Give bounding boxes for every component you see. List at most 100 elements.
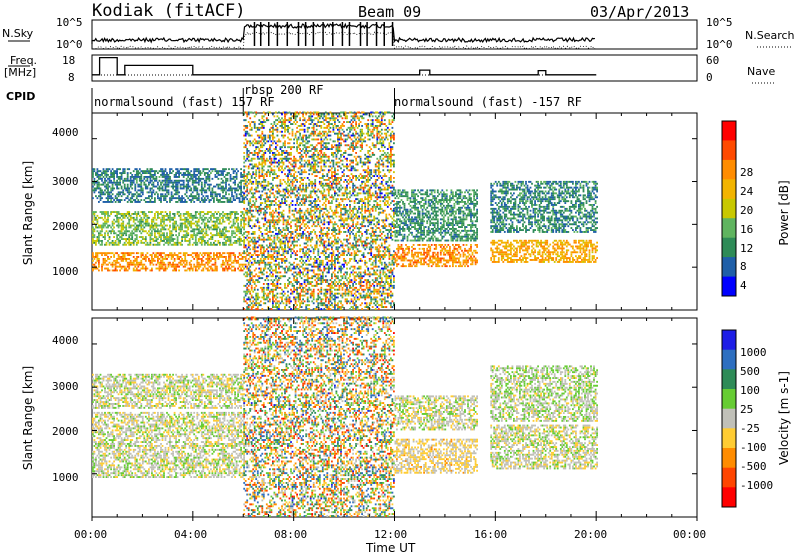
power-cell [124, 254, 126, 256]
power-cell [257, 156, 259, 158]
power-cell [219, 219, 221, 221]
power-cell [224, 252, 226, 254]
power-cell [100, 170, 102, 172]
power-cell [264, 279, 266, 281]
power-cell [260, 270, 262, 272]
power-cell [98, 178, 100, 180]
power-cell [209, 258, 211, 260]
power-cell [263, 254, 265, 256]
power-cell [187, 197, 189, 199]
power-cell [95, 195, 97, 197]
power-cell [181, 225, 183, 227]
power-cell [302, 156, 304, 158]
power-cell [307, 252, 309, 254]
power-cell [245, 196, 247, 198]
power-cell [277, 115, 279, 117]
power-cell [234, 232, 236, 234]
power-cell [212, 195, 214, 197]
power-cell [278, 117, 280, 119]
power-cell [314, 279, 316, 281]
power-cell [314, 154, 316, 156]
power-cell [252, 194, 254, 196]
power-cell [236, 211, 238, 213]
power-cell [281, 125, 283, 127]
power-cell [142, 266, 144, 268]
power-cell [210, 217, 212, 219]
power-cell [287, 233, 289, 235]
power-cell [255, 200, 257, 202]
power-cell [281, 297, 283, 299]
power-cell [148, 184, 150, 186]
power-cell [210, 172, 212, 174]
power-cell [316, 258, 318, 260]
power-cell [121, 227, 123, 229]
power-cell [263, 248, 265, 250]
power-cell [136, 178, 138, 180]
power-cell [269, 208, 271, 210]
power-cell [254, 125, 256, 127]
power-cell [281, 183, 283, 185]
power-cell [299, 194, 301, 196]
power-cell [231, 232, 233, 234]
power-cell [133, 240, 135, 242]
power-cell [230, 264, 232, 266]
power-cell [130, 227, 132, 229]
power-cell [150, 240, 152, 242]
power-cell [254, 275, 256, 277]
power-cell [267, 119, 269, 121]
power-cell [284, 308, 286, 310]
power-cell [139, 172, 141, 174]
power-cell [296, 227, 298, 229]
power-cell [198, 240, 200, 242]
power-cell [317, 189, 319, 191]
power-cell [299, 298, 301, 300]
power-cell [246, 189, 248, 191]
power-cell [234, 270, 236, 272]
power-cell [246, 148, 248, 150]
power-cell [283, 216, 285, 218]
power-cell [140, 260, 142, 262]
power-cell [245, 146, 247, 148]
power-cell [277, 177, 279, 179]
power-cell [310, 233, 312, 235]
power-cell [222, 186, 224, 188]
power-cell [295, 166, 297, 168]
power-cell [251, 287, 253, 289]
power-cell [317, 208, 319, 210]
power-cell [228, 184, 230, 186]
power-cell [263, 169, 265, 171]
power-cell [284, 283, 286, 285]
power-cell [159, 232, 161, 234]
power-cell [314, 233, 316, 235]
power-cell [153, 219, 155, 221]
power-cell [266, 245, 268, 247]
power-cell [307, 293, 309, 295]
power-cell [145, 213, 147, 215]
power-cell [193, 189, 195, 191]
power-cell [310, 264, 312, 266]
power-cell [193, 186, 195, 188]
power-cell [193, 234, 195, 236]
power-cell [151, 230, 153, 232]
power-cell [127, 197, 129, 199]
power-cell [283, 252, 285, 254]
power-cell [257, 298, 259, 300]
power-cell [252, 264, 254, 266]
power-cell [246, 131, 248, 133]
power-cell [269, 191, 271, 193]
power-cell [234, 182, 236, 184]
power-cell [280, 202, 282, 204]
power-cell [317, 275, 319, 277]
power-cell [251, 127, 253, 129]
power-cell [261, 308, 263, 310]
power-cell [316, 260, 318, 262]
power-cell [284, 181, 286, 183]
power-cell [267, 283, 269, 285]
power-cell [317, 239, 319, 241]
power-cell [204, 186, 206, 188]
power-cell [171, 168, 173, 170]
power-cell [316, 246, 318, 248]
power-cell [92, 172, 94, 174]
power-cell [137, 266, 139, 268]
power-cell [243, 233, 245, 235]
